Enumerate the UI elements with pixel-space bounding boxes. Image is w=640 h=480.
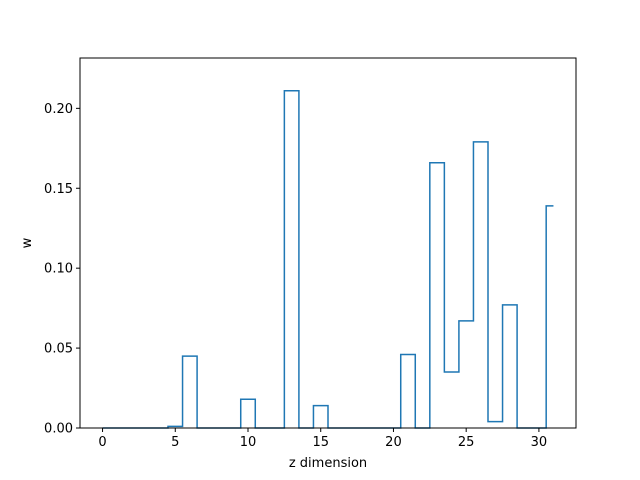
- y-tick-label: 0.00: [44, 422, 73, 437]
- y-tick-label: 0.05: [44, 342, 73, 357]
- x-tick-label: 5: [171, 435, 179, 450]
- y-tick-label: 0.15: [44, 182, 73, 197]
- y-tick-label: 0.20: [44, 102, 73, 117]
- x-axis-ticks: 0 5 10 15 20 25 30: [98, 428, 547, 450]
- x-tick-label: 30: [531, 435, 548, 450]
- y-axis-ticks: 0.00 0.05 0.10 0.15 0.20: [44, 102, 80, 437]
- x-tick-label: 15: [312, 435, 329, 450]
- plot-frame: [79, 57, 577, 429]
- x-tick-label: 10: [240, 435, 257, 450]
- x-axis-label: z dimension: [289, 456, 367, 471]
- x-tick-label: 20: [385, 435, 402, 450]
- y-tick-label: 0.10: [44, 262, 73, 277]
- y-axis-label: w: [20, 237, 35, 248]
- x-tick-label: 25: [458, 435, 475, 450]
- x-tick-label: 0: [98, 435, 106, 450]
